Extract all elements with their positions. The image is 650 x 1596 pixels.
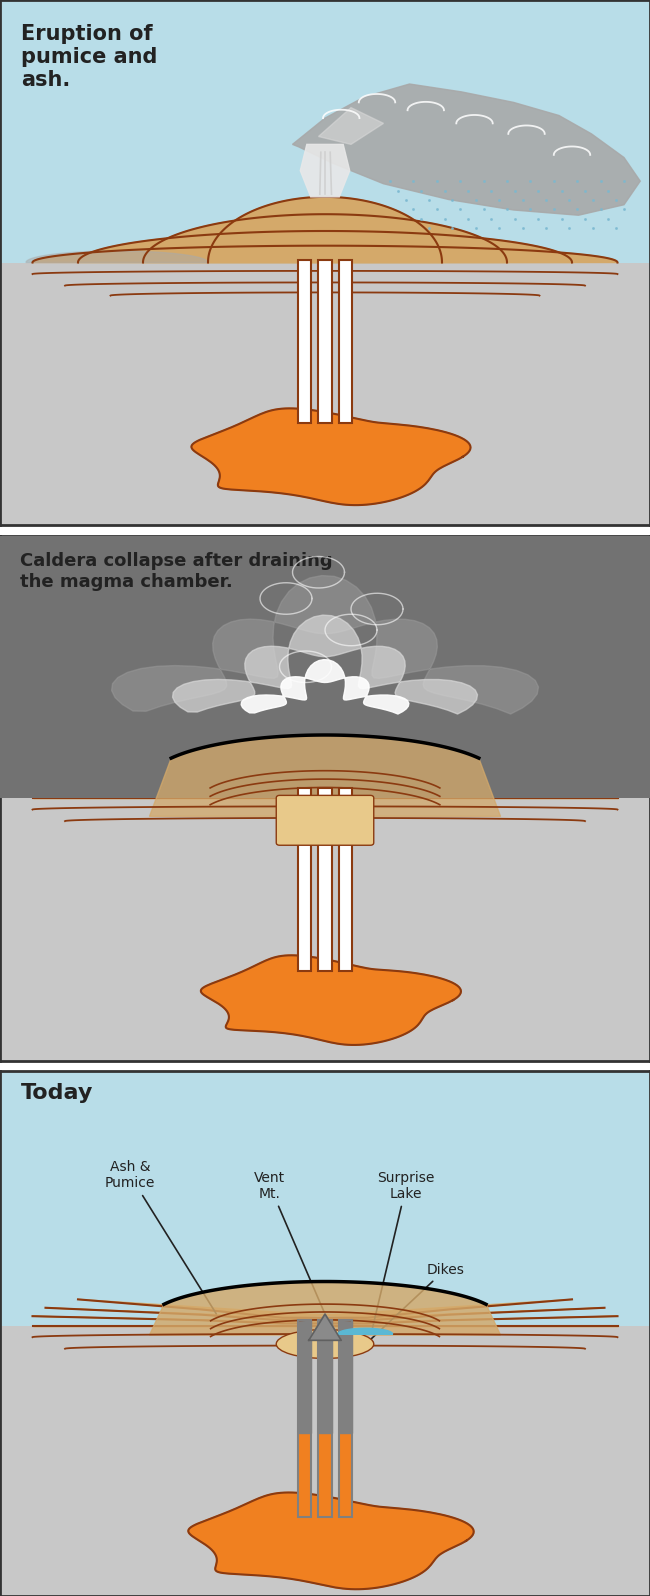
Polygon shape [143,214,507,262]
Bar [0,536,650,798]
Bar [339,260,352,423]
Polygon shape [173,614,478,713]
Text: Eruption of
pumice and
ash.: Eruption of pumice and ash. [21,24,157,89]
Polygon shape [32,1317,617,1323]
Polygon shape [241,659,409,713]
Polygon shape [112,576,538,713]
Text: Surprise
Lake: Surprise Lake [372,1171,435,1328]
Polygon shape [309,1314,341,1341]
Polygon shape [338,1328,393,1334]
Bar [0,536,650,798]
Polygon shape [292,85,640,215]
Text: Caldera collapse after draining
the magma chamber.: Caldera collapse after draining the magm… [20,552,332,591]
Bar [0,1326,650,1596]
Ellipse shape [276,1329,374,1358]
FancyBboxPatch shape [276,795,374,846]
Polygon shape [32,787,617,796]
Bar [317,787,333,972]
Bar [0,798,650,1060]
Polygon shape [201,956,461,1045]
Text: Vent
Mt.: Vent Mt. [254,1171,324,1312]
Polygon shape [318,107,384,144]
Polygon shape [32,246,617,262]
Bar [0,262,650,525]
Polygon shape [78,231,572,262]
Text: Dikes: Dikes [358,1262,464,1352]
Bar [298,260,311,423]
Bar [298,1433,311,1518]
Bar [0,1071,650,1326]
Polygon shape [46,776,605,792]
Polygon shape [26,251,208,262]
Bar [298,1320,311,1433]
Bar [339,1320,352,1433]
Bar [339,1433,352,1518]
Polygon shape [150,736,500,817]
Polygon shape [192,409,471,504]
Polygon shape [208,196,442,262]
Bar [317,260,333,423]
Bar [317,1433,333,1518]
Bar [298,1320,311,1518]
Text: Today: Today [21,1082,93,1103]
Bar [339,787,352,972]
Bar [339,1320,352,1518]
Bar [0,0,650,262]
Polygon shape [150,1282,500,1336]
Text: Ash &
Pumice: Ash & Pumice [105,1160,216,1314]
Polygon shape [188,1492,474,1590]
Bar [298,787,311,972]
Polygon shape [300,144,350,196]
Bar [317,1320,333,1433]
Polygon shape [78,1299,572,1318]
Bar [317,1320,333,1518]
Polygon shape [78,766,572,788]
Polygon shape [46,1307,605,1320]
